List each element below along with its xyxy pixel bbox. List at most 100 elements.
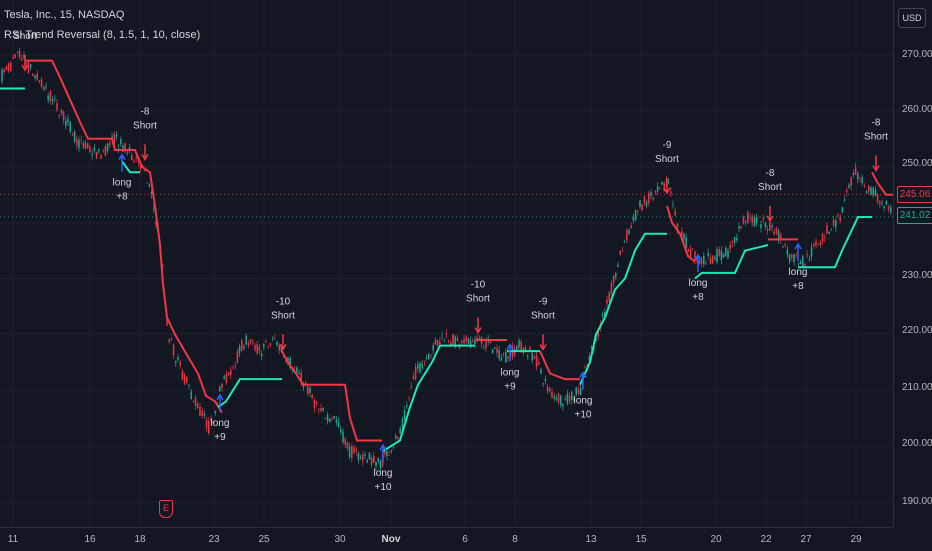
candle-body bbox=[243, 346, 245, 349]
price-tick: 190.00 bbox=[902, 496, 932, 507]
candle-body bbox=[357, 453, 360, 461]
candle-body bbox=[368, 452, 371, 460]
short-signal-label: -8 bbox=[141, 106, 150, 117]
candle-body bbox=[643, 196, 646, 204]
candle-body bbox=[718, 248, 720, 257]
candle-body bbox=[500, 357, 503, 361]
candle-body bbox=[403, 409, 406, 420]
symbol-legend[interactable]: Tesla, Inc., 15, NASDAQ bbox=[4, 9, 125, 21]
candle-body bbox=[439, 341, 441, 345]
candle-body bbox=[104, 146, 107, 156]
candle-body bbox=[826, 225, 828, 234]
candle-body bbox=[73, 131, 76, 142]
candle-body bbox=[562, 403, 564, 407]
candle-body bbox=[639, 200, 641, 207]
candle-body bbox=[111, 136, 113, 138]
candle-body bbox=[575, 387, 577, 395]
candle-body bbox=[469, 340, 472, 349]
candle-body bbox=[199, 406, 201, 417]
candle-body bbox=[588, 356, 591, 362]
candle-body bbox=[375, 461, 377, 467]
candle-body bbox=[373, 456, 375, 463]
candle-body bbox=[3, 69, 5, 73]
short-signal-arrow-icon bbox=[474, 327, 482, 335]
candle-body bbox=[362, 454, 364, 462]
candle-body bbox=[29, 64, 32, 68]
candle-body bbox=[784, 244, 786, 246]
candle-body bbox=[775, 228, 778, 234]
candle-body bbox=[890, 207, 892, 213]
candle-body bbox=[782, 246, 784, 248]
candle-body bbox=[100, 155, 102, 159]
candle-body bbox=[232, 367, 234, 369]
long-trend-line bbox=[579, 232, 667, 386]
candle-body bbox=[753, 217, 756, 226]
candle-body bbox=[351, 446, 353, 459]
candle-body bbox=[560, 395, 562, 406]
candle-body bbox=[632, 217, 635, 221]
candle-body bbox=[87, 143, 89, 148]
candle-body bbox=[155, 221, 157, 225]
candle-body bbox=[227, 372, 230, 376]
candle-body bbox=[619, 250, 621, 256]
candle-body bbox=[736, 237, 738, 241]
currency-button[interactable]: USD bbox=[898, 8, 926, 28]
candle-body bbox=[412, 376, 415, 380]
candle-body bbox=[392, 447, 395, 448]
candle-body bbox=[300, 372, 302, 382]
candle-body bbox=[533, 356, 536, 359]
candle-body bbox=[280, 347, 283, 352]
short-signal-arrow-icon bbox=[663, 187, 671, 195]
chart-pane[interactable]: Short long +8 -8 Short long +9 -10 Short long +10 -… bbox=[0, 0, 893, 527]
candle-body bbox=[808, 258, 811, 260]
candle-body bbox=[34, 75, 36, 79]
candle-body bbox=[285, 360, 287, 363]
price-axis[interactable]: USD 270.00 260.00 250.00 240.00 230.00 2… bbox=[893, 0, 932, 527]
earnings-event-icon[interactable]: E bbox=[159, 500, 173, 518]
candle-body bbox=[742, 216, 745, 224]
candle-body bbox=[186, 376, 188, 383]
candle-body bbox=[252, 341, 254, 343]
candle-body bbox=[584, 367, 586, 369]
candle-body bbox=[346, 442, 349, 449]
candle-body bbox=[414, 366, 417, 380]
candle-body bbox=[689, 248, 692, 257]
candle-body bbox=[676, 223, 679, 233]
candle-body bbox=[740, 226, 742, 229]
candle-body bbox=[694, 251, 696, 261]
candle-body bbox=[577, 389, 580, 394]
time-tick: 20 bbox=[710, 534, 722, 545]
candle-body bbox=[54, 98, 56, 99]
candle-body bbox=[386, 450, 388, 457]
candle-body bbox=[887, 206, 890, 210]
time-axis[interactable]: 11 16 18 23 25 30 Nov 6 8 13 15 20 22 27… bbox=[0, 527, 893, 551]
candle-body bbox=[258, 346, 261, 352]
candle-body bbox=[254, 344, 256, 351]
candle-body bbox=[307, 386, 309, 395]
candle-body bbox=[564, 399, 566, 401]
candle-body bbox=[810, 246, 813, 257]
candle-body bbox=[848, 184, 850, 188]
candle-body bbox=[113, 133, 115, 147]
candle-body bbox=[518, 340, 520, 348]
candle-body bbox=[637, 210, 639, 212]
candle-body bbox=[729, 244, 731, 249]
candle-body bbox=[771, 225, 773, 228]
candle-body bbox=[188, 384, 190, 386]
price-chart[interactable]: Short long +8 -8 Short long +9 -10 Short long +10 -… bbox=[0, 0, 893, 527]
candle-body bbox=[535, 354, 538, 368]
candle-body bbox=[557, 393, 560, 403]
candle-body bbox=[322, 407, 324, 411]
long-signal-arrow-icon bbox=[694, 253, 702, 261]
time-tick: 13 bbox=[585, 534, 597, 545]
candle-body bbox=[852, 172, 855, 176]
long-signal-arrow-icon bbox=[118, 153, 126, 160]
candle-body bbox=[263, 344, 265, 348]
candle-body bbox=[859, 178, 861, 180]
candle-body bbox=[205, 420, 208, 428]
candle-body bbox=[168, 339, 170, 342]
indicator-legend[interactable]: RSI Trend Reversal (8, 1.5, 1, 10, close… bbox=[4, 29, 201, 41]
candle-body bbox=[604, 312, 606, 317]
candle-body bbox=[659, 188, 661, 190]
candle-body bbox=[331, 419, 333, 421]
